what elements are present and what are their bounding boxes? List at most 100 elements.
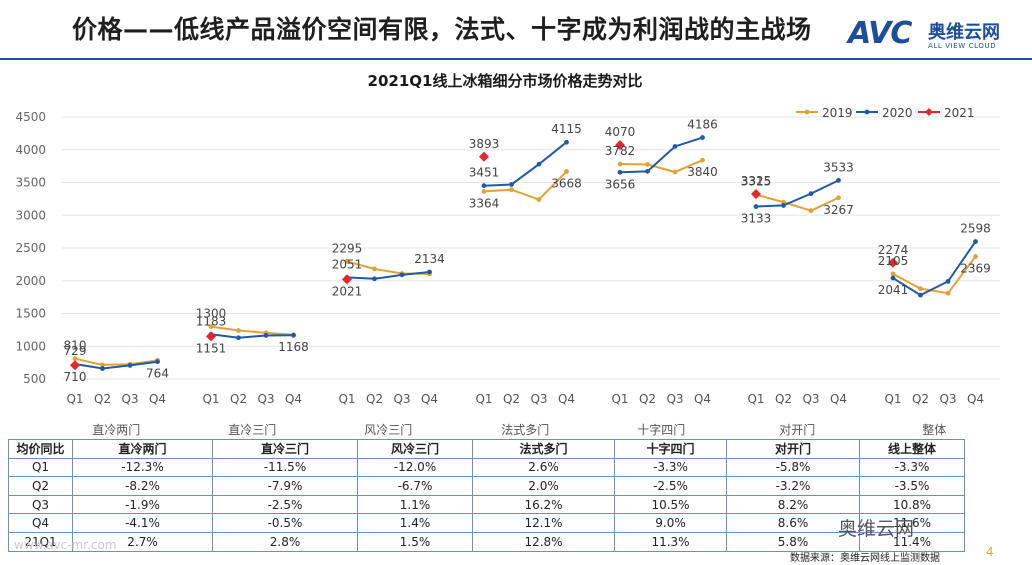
point-2020 (700, 135, 705, 140)
table-column-header: 法式多门 (472, 439, 615, 459)
x-axis-tick-labels: Q1 Q2 Q3 Q4 Q1 Q2 Q3 Q4 Q1 Q2 Q3 Q4 Q1 Q2 Q3 Q4 Q1 Q2 Q3 Q4… (66, 392, 984, 406)
y-tick-label: 500 (23, 372, 46, 386)
table-cell: -1.9% (72, 494, 213, 515)
table-cell: -12.3% (72, 457, 213, 478)
data-label: 1300 (196, 307, 227, 321)
footer-url: www.avc-mr.com (14, 538, 117, 552)
x-tick-label: Q2 (639, 392, 656, 406)
y-tick-label: 2500 (15, 241, 46, 255)
point-2019 (100, 362, 105, 368)
point-2019 (700, 157, 705, 163)
x-tick-label: Q2 (230, 392, 247, 406)
x-tick-label: Q1 (338, 392, 355, 406)
data-label: 2295 (332, 241, 363, 255)
data-label: 2134 (414, 252, 445, 266)
line-2019-0 (74, 357, 158, 366)
table-column-header: 十字四门 (614, 439, 727, 459)
table-cell: 1.1% (357, 494, 473, 515)
data-label: 1183 (196, 314, 227, 328)
data-label: 2041 (878, 283, 909, 297)
series-lines (74, 136, 977, 370)
point-2019 (236, 328, 241, 333)
table-row-label: Q1 (8, 457, 73, 478)
point-2019 (564, 169, 569, 174)
table-cell: -11.5% (212, 457, 358, 478)
point-2019 (372, 266, 377, 272)
legend-swatch-marker (804, 109, 810, 115)
data-label: 2369 (960, 262, 991, 276)
table-row-label: Q2 (8, 476, 73, 496)
x-axis-group-labels: 直冷两门 直冷三门 风冷三门 法式多门 十字四门 对开门 整体 (92, 422, 946, 437)
point-2020 (918, 292, 923, 298)
table-cell: -5.8% (726, 457, 860, 478)
x-tick-label: Q2 (94, 392, 111, 406)
table-cell: -8.2% (72, 476, 213, 496)
table-column-header: 对开门 (726, 439, 860, 459)
point-2021 (479, 151, 489, 162)
x-tick-label: Q2 (366, 392, 383, 406)
y-tick-label: 3000 (15, 208, 46, 222)
table-cell: 2.6% (472, 457, 615, 478)
table-row: 21Q1 2.7% 2.8% 1.5% 12.8% 11.3% 5.8% 11.4% (8, 531, 965, 552)
point-2020 (427, 269, 432, 275)
point-2019 (72, 356, 78, 362)
x-tick-label: Q3 (121, 392, 138, 406)
point-2019 (617, 161, 623, 167)
y-axis-tick-labels: 500 1000 1500 2000 2500 3000 3500 4000 4500 (15, 110, 46, 386)
table-row: Q3 -1.9% -2.5% 1.1% 16.2% 10.5% 8.2% 10.8% (8, 494, 965, 515)
group-label: 直冷三门 (228, 422, 276, 437)
data-label: 4070 (605, 125, 636, 139)
point-2020 (781, 203, 786, 208)
legend-label: 2021 (944, 106, 975, 120)
table-cell: 10.5% (614, 494, 727, 515)
x-tick-label: Q1 (611, 392, 628, 406)
data-label: 2105 (878, 254, 909, 268)
table-cell: -3.5% (859, 476, 965, 496)
data-label: 764 (146, 367, 169, 381)
table-header-row: 均价同比 直冷两门 直冷三门 风冷三门 法式多门 十字四门 对开门 线上整体 (8, 439, 965, 459)
point-2020 (263, 333, 269, 338)
data-label: 2274 (878, 243, 909, 257)
x-tick-label: Q1 (475, 392, 492, 406)
table-row: Q4 -4.1% -0.5% 1.4% 12.1% 9.0% 8.6% 11.6% (8, 513, 965, 533)
data-label: 810 (64, 339, 87, 353)
x-tick-label: Q4 (149, 392, 166, 406)
line-2020-2 (346, 270, 430, 280)
line-2020-0 (74, 360, 158, 370)
data-label: 3656 (605, 177, 636, 191)
point-2020 (100, 366, 105, 371)
point-2020 (509, 182, 514, 187)
price-trend-chart: 2021Q1线上冰箱细分市场价格走势对比 500 1000 1500 2000 2500… (15, 72, 1000, 437)
line-2019-1 (210, 325, 294, 336)
table-cell: 2.0% (472, 476, 615, 496)
logo-mark: AVC (848, 16, 912, 51)
table-cell: -0.5% (212, 513, 358, 533)
data-source-note: 数据来源：奥维云网线上监测数据 (790, 553, 940, 564)
point-2019 (918, 286, 923, 292)
data-label: 3364 (469, 196, 500, 210)
data-label: 4115 (551, 122, 582, 136)
table-cell: -2.5% (212, 494, 358, 515)
x-tick-label: Q3 (939, 392, 956, 406)
table-cell: 11.3% (614, 531, 727, 552)
y-tick-label: 1000 (15, 339, 46, 353)
y-tick-label: 4500 (15, 110, 46, 124)
page-title: 价格——低线产品溢价空间有限，法式、十字成为利润战的主战场 (72, 15, 812, 44)
point-2019 (672, 169, 678, 175)
data-label: 2021 (332, 284, 363, 298)
x-tick-label: Q3 (530, 392, 547, 406)
x-tick-label: Q1 (747, 392, 764, 406)
table-row-label: Q4 (8, 513, 73, 533)
point-2021 (888, 257, 898, 268)
table-row-label: Q3 (8, 494, 73, 515)
group-label: 法式多门 (501, 422, 549, 437)
x-tick-label: Q4 (694, 392, 711, 406)
table-cell: -4.1% (72, 513, 213, 533)
point-2020 (236, 335, 241, 341)
line-2020-4 (619, 136, 703, 174)
data-label: 3325 (741, 174, 772, 188)
table-column-header: 直冷两门 (72, 439, 213, 459)
y-tick-label: 2000 (15, 274, 46, 288)
table-column-header: 线上整体 (859, 439, 965, 459)
